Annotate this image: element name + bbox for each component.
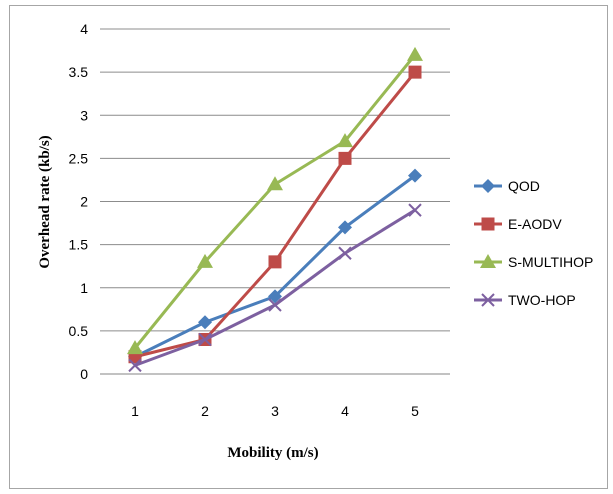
legend-entry: S-MULTIHOP (474, 254, 593, 270)
legend-entry: TWO-HOP (474, 292, 576, 308)
y-tick-labels: 0 0.5 1 1.5 2 2.5 3 3.5 4 (69, 21, 89, 382)
legend-label: E-AODV (508, 216, 562, 232)
legend-marker (481, 179, 495, 193)
data-point (198, 315, 212, 330)
data-point (408, 168, 422, 183)
x-tick-label: 1 (131, 403, 139, 419)
data-point (197, 253, 213, 268)
data-point (337, 133, 353, 148)
data-point (338, 151, 352, 165)
x-tick-label: 2 (201, 403, 209, 419)
data-point (338, 220, 352, 235)
legend-entry: E-AODV (474, 216, 562, 232)
data-point (408, 203, 422, 217)
x-tick-label: 5 (411, 403, 419, 419)
series-s-multihop (127, 46, 423, 355)
data-point (198, 332, 212, 347)
x-tick-label: 4 (341, 403, 349, 419)
data-point (408, 65, 422, 79)
legend-label: S-MULTIHOP (508, 254, 593, 270)
legend: QOD E-AODV S-MULTIHOP TWO-HOP (474, 178, 593, 308)
y-tick-label: 0.5 (69, 323, 89, 339)
y-tick-label: 1 (80, 280, 88, 296)
data-point (128, 358, 142, 373)
data-point (268, 255, 282, 269)
x-tick-label: 3 (271, 403, 279, 419)
series-group (127, 46, 423, 373)
data-point (267, 176, 283, 191)
legend-marker (481, 293, 495, 307)
y-tick-label: 2.5 (69, 150, 89, 166)
legend-marker (481, 217, 495, 231)
legend-label: QOD (508, 178, 540, 194)
data-point (407, 46, 423, 61)
x-axis-label: Mobility (m/s) (227, 445, 318, 461)
data-point (268, 298, 282, 312)
y-tick-label: 3 (80, 107, 88, 123)
series-two-hop (128, 203, 422, 373)
y-tick-label: 1.5 (69, 237, 89, 253)
legend-entry: QOD (474, 178, 540, 194)
data-point (338, 246, 352, 260)
legend-marker (480, 254, 496, 268)
y-tick-label: 3.5 (69, 64, 89, 80)
y-axis-label: Overhead rate (kb/s) (37, 135, 53, 268)
legend-label: TWO-HOP (508, 292, 576, 308)
y-tick-label: 2 (80, 194, 88, 210)
grid-lines (100, 28, 450, 375)
data-point (268, 289, 282, 304)
data-point (127, 340, 143, 355)
x-tick-labels: 1 2 3 4 5 (131, 403, 419, 419)
y-tick-label: 4 (80, 21, 88, 37)
y-tick-label: 0 (80, 366, 88, 382)
chart-border (9, 5, 608, 489)
